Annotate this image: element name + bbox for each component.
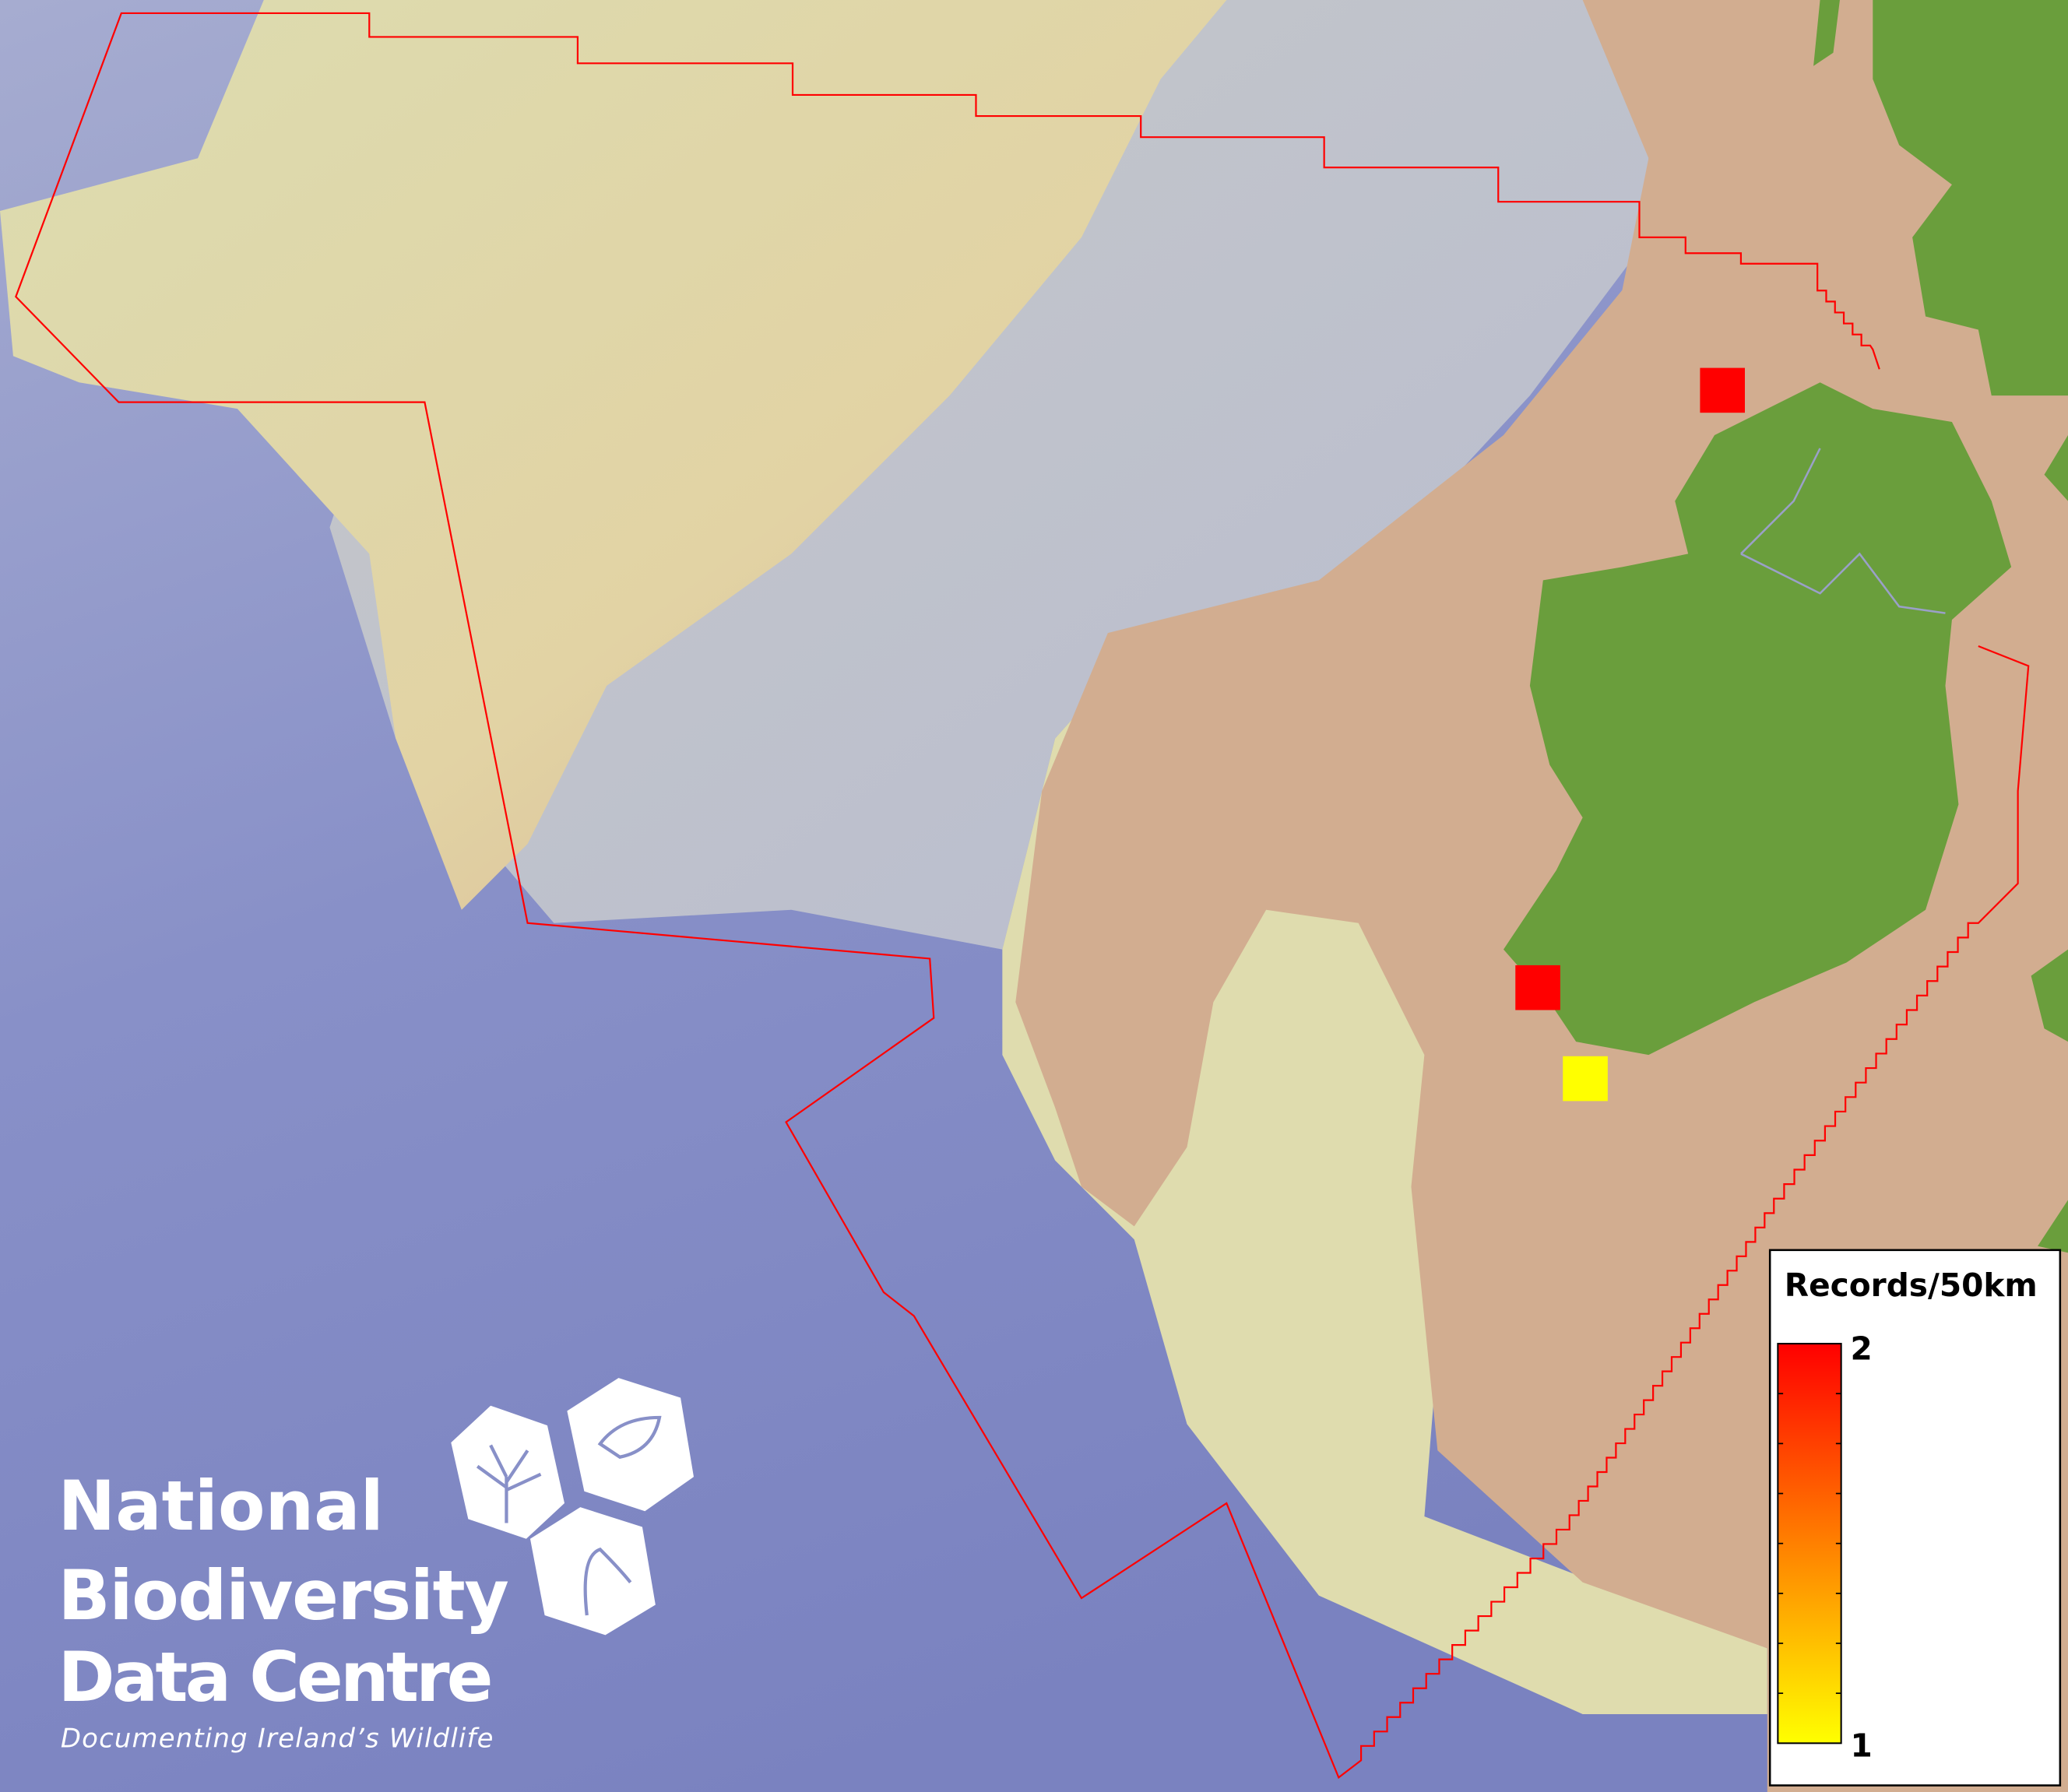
seahorse-hexagon-icon [529,1507,656,1636]
scotland-land [1813,0,2068,396]
logo-tagline: Documenting Ireland’s Wildlife [61,1723,494,1753]
legend-colorbar [1777,1343,1842,1745]
logo-line-2: Biodiversity [58,1555,509,1636]
record-square[interactable] [1563,1056,1608,1102]
record-square[interactable] [1700,367,1745,413]
eez-boundary [15,12,2030,1780]
legend-title: Records/50km [1785,1267,2038,1304]
nbdc-logo: National Biodiversity Data Centre Docume… [58,1378,694,1753]
logo-line-1: National [58,1466,384,1546]
legend: Records/50km 2 1 [1768,1249,2062,1787]
ireland-land [1504,382,2012,1056]
butterfly-hexagon-icon [567,1378,694,1512]
ni-border [1740,448,1946,614]
record-square[interactable] [1515,965,1560,1010]
logo-line-3: Data Centre [58,1637,494,1717]
legend-max-label: 2 [1851,1330,1873,1367]
rockall-bank [0,0,1227,910]
tree-hexagon-icon [451,1405,564,1539]
legend-min-label: 1 [1851,1727,1873,1764]
